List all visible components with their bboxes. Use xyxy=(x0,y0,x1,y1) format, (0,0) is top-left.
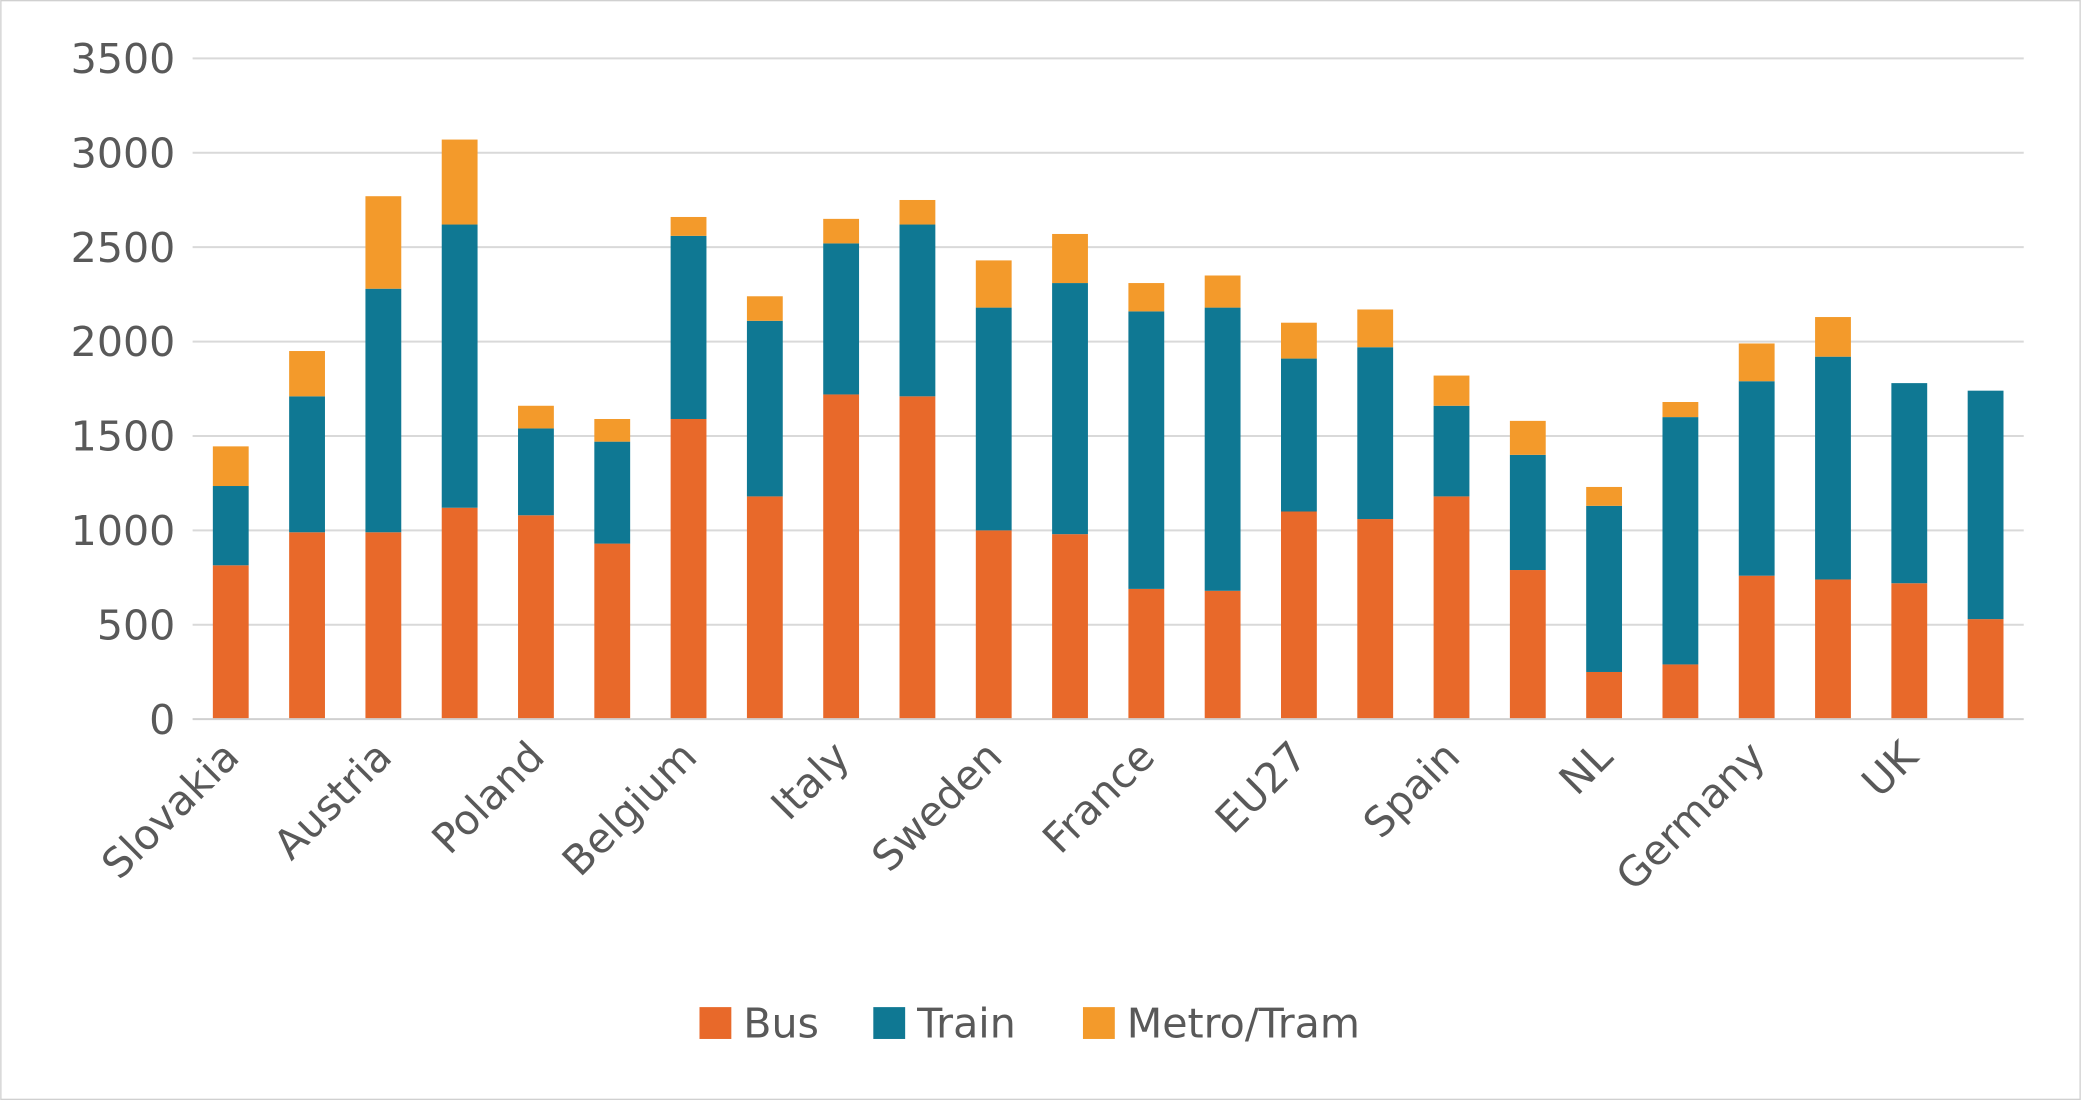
bars xyxy=(212,139,2004,720)
y-tick-label: 2000 xyxy=(71,318,176,366)
bar-bus xyxy=(1433,496,1470,720)
bar-bus xyxy=(975,530,1012,720)
bar-bus xyxy=(823,394,860,720)
bar-train xyxy=(975,307,1012,531)
bar-train xyxy=(1357,347,1394,520)
bar-bus xyxy=(1204,590,1241,720)
bar-metro-tram xyxy=(212,446,249,487)
bar-bus xyxy=(899,396,936,720)
bar-train xyxy=(670,235,707,419)
legend-swatch xyxy=(1082,1007,1115,1039)
bar-metro-tram xyxy=(899,199,936,225)
y-tick-label: 3000 xyxy=(71,129,176,177)
legend-swatch xyxy=(699,1007,732,1039)
legend-label: Metro/Tram xyxy=(1127,1000,1360,1048)
bar-metro-tram xyxy=(1433,375,1470,406)
bar-metro-tram xyxy=(289,351,325,397)
bar-train xyxy=(1738,381,1775,576)
bar-train xyxy=(1052,283,1088,535)
bar-bus xyxy=(1128,588,1165,720)
bar-train xyxy=(518,428,554,516)
bar-bus xyxy=(1662,664,1699,720)
bar-train xyxy=(1281,358,1317,512)
y-tick-label: 500 xyxy=(97,601,176,649)
bar-metro-tram xyxy=(1128,283,1165,312)
bar-train xyxy=(1586,505,1623,672)
legend-label: Bus xyxy=(743,1000,819,1048)
bar-train xyxy=(1662,417,1699,665)
bar-train xyxy=(1128,311,1165,589)
bar-metro-tram xyxy=(441,139,478,225)
bar-bus xyxy=(670,418,707,720)
bar-metro-tram xyxy=(518,405,554,429)
bar-metro-tram xyxy=(1281,322,1317,359)
bar-bus xyxy=(289,532,325,720)
bar-bus xyxy=(594,543,631,720)
bar-metro-tram xyxy=(1586,486,1623,506)
bar-metro-tram xyxy=(823,218,860,244)
bar-metro-tram xyxy=(1357,309,1394,348)
bar-bus xyxy=(1052,534,1088,720)
bar-bus xyxy=(518,515,554,720)
bar-metro-tram xyxy=(1052,233,1088,284)
y-tick-label: 0 xyxy=(149,696,175,744)
bar-train xyxy=(1509,454,1546,571)
bar-metro-tram xyxy=(746,296,783,321)
bar-bus xyxy=(441,507,478,720)
bar-bus xyxy=(1738,575,1775,720)
legend: Bus Train Metro/Tram xyxy=(699,1000,1360,1048)
bar-train xyxy=(1815,356,1851,580)
legend-swatch xyxy=(873,1007,906,1039)
bar-bus xyxy=(1509,570,1546,720)
bar-bus xyxy=(1357,519,1394,720)
bar-metro-tram xyxy=(1509,420,1546,455)
bar-metro-tram xyxy=(975,260,1012,308)
gridlines xyxy=(192,57,2024,626)
bar-train xyxy=(1891,383,1928,584)
y-tick-label: 2500 xyxy=(71,224,176,272)
y-tick-label: 1000 xyxy=(71,507,176,555)
bar-train xyxy=(289,396,325,533)
y-axis-ticks: 0 500 1000 1500 2000 2500 3000 3500 xyxy=(71,35,176,744)
bar-bus xyxy=(212,565,249,720)
bar-metro-tram xyxy=(1738,343,1775,382)
bar-bus xyxy=(1967,619,2004,720)
bar-train xyxy=(1204,307,1241,591)
bar-metro-tram xyxy=(670,216,707,236)
y-tick-label: 3500 xyxy=(71,35,176,83)
bar-bus xyxy=(1281,511,1317,720)
bar-metro-tram xyxy=(594,418,631,442)
bar-train xyxy=(823,243,860,395)
bar-metro-tram xyxy=(365,196,402,289)
bar-bus xyxy=(1586,671,1623,720)
legend-label: Train xyxy=(916,1000,1016,1048)
bar-train xyxy=(746,320,783,497)
y-tick-label: 1500 xyxy=(71,413,176,461)
bar-bus xyxy=(746,496,783,720)
bar-train xyxy=(1433,405,1470,497)
bar-metro-tram xyxy=(1815,317,1851,357)
bar-metro-tram xyxy=(1204,275,1241,308)
bar-bus xyxy=(1815,579,1851,720)
bar-train xyxy=(899,224,936,397)
bar-train xyxy=(212,486,249,566)
bar-metro-tram xyxy=(1662,401,1699,418)
bar-train xyxy=(441,224,478,508)
bar-train xyxy=(365,288,402,533)
bar-bus xyxy=(1891,583,1928,720)
bar-train xyxy=(594,441,631,544)
bar-train xyxy=(1967,390,2004,620)
bar-bus xyxy=(365,532,402,720)
